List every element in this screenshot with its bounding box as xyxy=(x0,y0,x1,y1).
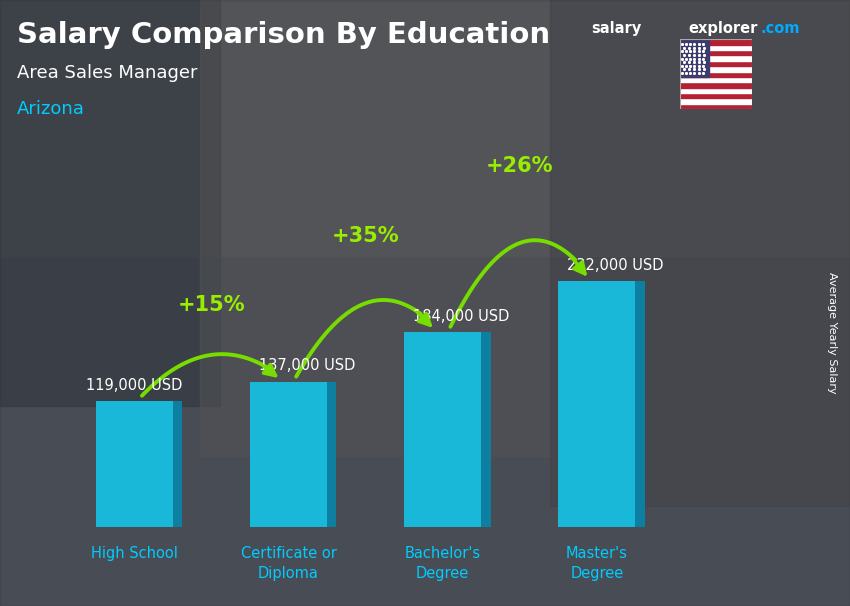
FancyBboxPatch shape xyxy=(404,332,481,527)
Bar xyxy=(680,45,752,50)
FancyBboxPatch shape xyxy=(250,382,327,527)
Bar xyxy=(680,88,752,93)
Text: 232,000 USD: 232,000 USD xyxy=(567,258,664,273)
Polygon shape xyxy=(481,332,490,527)
Bar xyxy=(680,98,752,104)
Text: salary: salary xyxy=(591,21,641,36)
Text: 184,000 USD: 184,000 USD xyxy=(413,308,509,324)
Polygon shape xyxy=(327,382,337,527)
Polygon shape xyxy=(636,281,645,527)
Bar xyxy=(680,50,752,56)
Bar xyxy=(680,77,752,82)
Bar xyxy=(200,0,550,456)
Text: +26%: +26% xyxy=(486,156,553,176)
Text: +35%: +35% xyxy=(332,226,400,246)
Bar xyxy=(680,61,752,66)
Bar xyxy=(680,39,709,77)
Text: explorer: explorer xyxy=(688,21,758,36)
Bar xyxy=(550,0,850,506)
Text: .com: .com xyxy=(761,21,800,36)
Bar xyxy=(0,0,220,406)
Text: Arizona: Arizona xyxy=(17,100,85,118)
Text: +15%: +15% xyxy=(178,295,245,315)
Bar xyxy=(680,56,752,61)
Bar xyxy=(680,72,752,77)
Text: 137,000 USD: 137,000 USD xyxy=(258,358,355,373)
Text: Average Yearly Salary: Average Yearly Salary xyxy=(827,273,837,394)
Bar xyxy=(0,0,850,256)
Bar xyxy=(680,66,752,72)
Bar xyxy=(680,82,752,88)
Polygon shape xyxy=(173,401,182,527)
Text: Salary Comparison By Education: Salary Comparison By Education xyxy=(17,21,550,49)
Bar xyxy=(680,104,752,109)
FancyBboxPatch shape xyxy=(558,281,636,527)
FancyBboxPatch shape xyxy=(96,401,173,527)
Bar xyxy=(680,39,752,45)
Text: 119,000 USD: 119,000 USD xyxy=(86,378,183,393)
Bar xyxy=(680,93,752,98)
Text: Area Sales Manager: Area Sales Manager xyxy=(17,64,197,82)
